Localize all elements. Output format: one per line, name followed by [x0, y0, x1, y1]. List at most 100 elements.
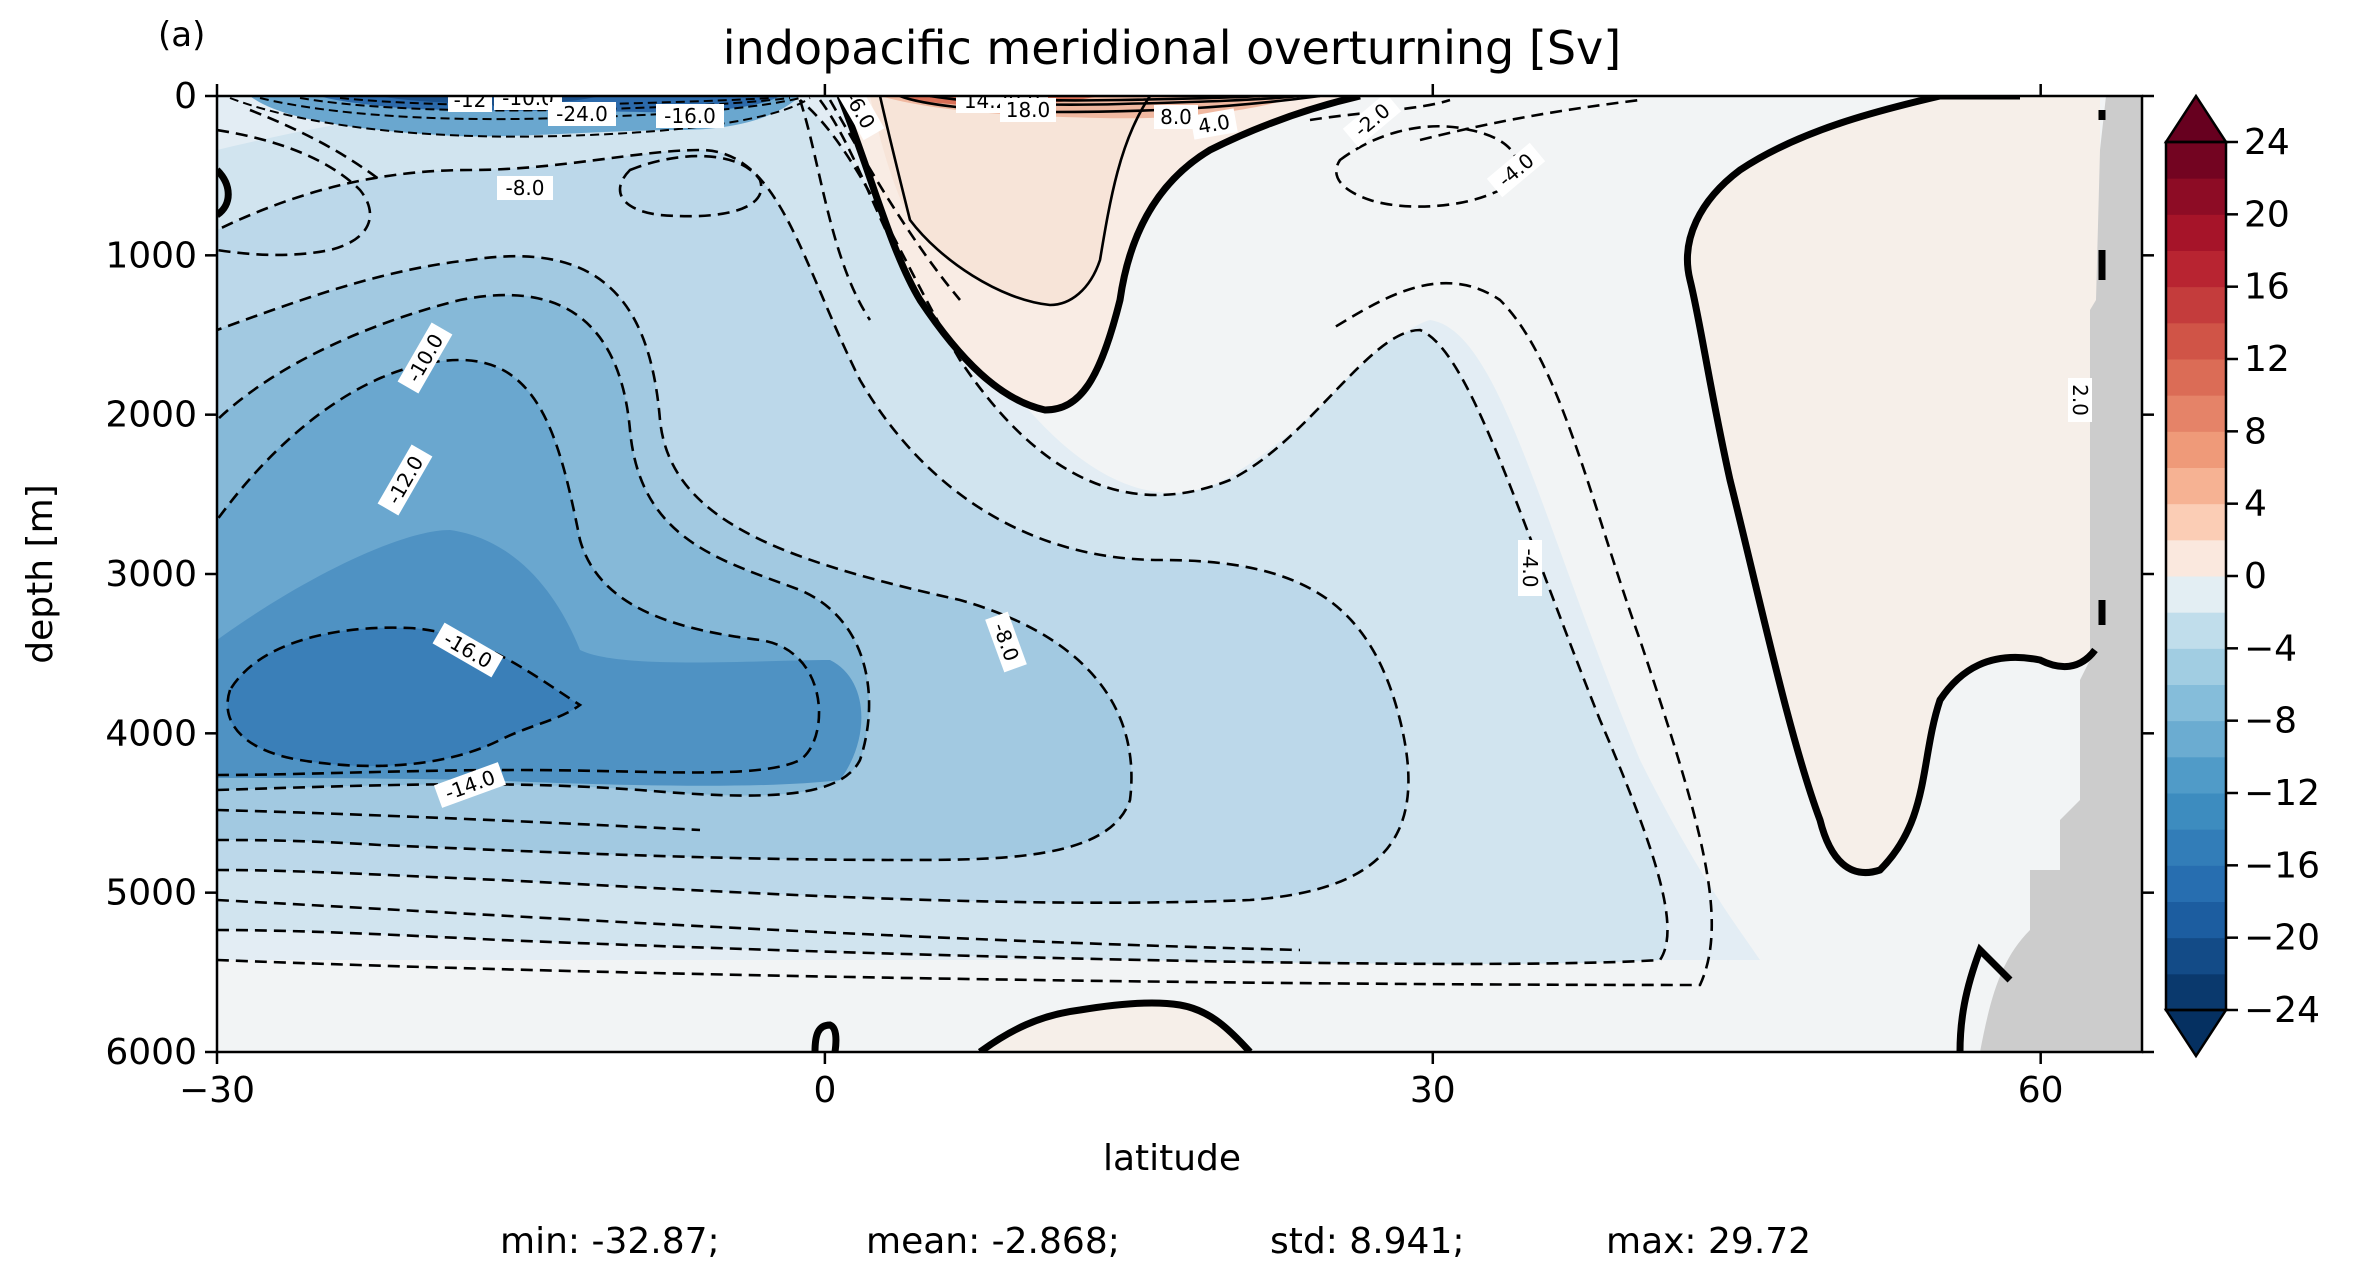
colorbar-band — [2166, 250, 2226, 288]
contour-label-text: 18.0 — [1006, 98, 1051, 122]
x-axis-label: latitude — [1103, 1138, 1241, 1179]
colorbar-tick-label: 8 — [2244, 411, 2267, 452]
colorbar-tick-label: −4 — [2244, 628, 2297, 669]
contour-label: -10.0 — [494, 86, 562, 110]
north-positive-region — [1687, 96, 2100, 873]
contour-label-bg — [433, 762, 507, 808]
colorbar-band — [2166, 395, 2226, 432]
y-tick-label: 2000 — [105, 395, 197, 436]
contour-label-text: -10.0 — [502, 86, 554, 110]
colorbar-tick-label: −12 — [2244, 773, 2320, 814]
contour-label-bg — [1342, 96, 1402, 148]
x-tick-label: −30 — [179, 1070, 255, 1111]
colorbar-band — [2166, 684, 2226, 722]
contour-label: -12 — [448, 88, 492, 112]
colorbar-tick-label: 16 — [2244, 267, 2290, 308]
land-mask — [1980, 96, 2142, 1052]
contour-label: 18.0 — [1000, 98, 1056, 122]
contour-label-bg — [494, 96, 562, 110]
contour-label: -8.0 — [497, 176, 553, 200]
panel-label: (a) — [158, 15, 205, 55]
bottom-positive-region — [980, 1002, 1250, 1052]
contour-label-text: -16.0 — [664, 104, 716, 128]
colorbar-tick-label: 12 — [2244, 339, 2290, 380]
contour-label-bg — [1518, 540, 1542, 596]
colorbar-band — [2166, 612, 2226, 649]
contour-label-text: -12 — [454, 88, 487, 112]
stat-min: min: -32.87; — [500, 1221, 720, 1262]
contour-label-text: -24.0 — [556, 102, 608, 126]
contour-label-bg — [1000, 98, 1056, 122]
contour-label: 4.0 — [1190, 108, 1238, 140]
contour-label-bg — [1486, 142, 1546, 198]
stat-std: std: 8.941; — [1270, 1221, 1464, 1262]
colorbar-extend-max — [2163, 93, 2229, 144]
y-tick-label: 6000 — [105, 1032, 197, 1073]
plot-area: -12-10.0-24.0-16.0-8.0-6.014.20.018.08.0… — [217, 86, 2142, 1052]
colorbar-band — [2166, 467, 2226, 505]
x-tick-label: 0 — [813, 1070, 836, 1111]
contour-label-bg — [2068, 378, 2092, 422]
colorbar-band — [2166, 829, 2226, 866]
stat-mean: mean: -2.868; — [866, 1221, 1120, 1262]
colorbar: 24 20 16 12 8 4 0 −4 −8 −12 −16 −20 −24 — [2163, 93, 2320, 1059]
contour-label-text: -8.0 — [505, 176, 544, 200]
colorbar-band — [2166, 359, 2226, 396]
colorbar-band — [2166, 214, 2226, 251]
chart-title: indopacific meridional overturning [Sv] — [723, 21, 1621, 75]
colorbar-band — [2166, 937, 2226, 975]
contour-label-bg — [377, 444, 433, 516]
negative-contours — [217, 98, 1714, 987]
stat-max: max: 29.72 — [1606, 1221, 1811, 1262]
contour-label-text: -4.0 — [1518, 548, 1542, 587]
contour-label-bg — [548, 102, 616, 126]
contour-label-bg — [397, 322, 453, 394]
colorbar-band — [2166, 431, 2226, 468]
colorbar-tick-label: 0 — [2244, 556, 2267, 597]
colorbar-band — [2166, 286, 2226, 324]
contour-label-bg — [985, 611, 1027, 673]
colorbar-tick-label: −24 — [2244, 990, 2320, 1031]
colorbar-band — [2166, 648, 2226, 685]
colorbar-band — [2166, 756, 2226, 794]
colorbar-band — [2166, 178, 2226, 215]
y-axis-label: depth [m] — [20, 484, 61, 663]
x-tick-label: 30 — [1410, 1070, 1456, 1111]
y-tick-label: 4000 — [105, 713, 197, 754]
colorbar-band — [2166, 901, 2226, 939]
contour-label: -16.0 — [656, 104, 724, 128]
zero-contours — [217, 96, 2106, 1052]
x-tick-label: 60 — [2018, 1070, 2064, 1111]
contour-label: -24.0 — [548, 102, 616, 126]
contour-label-bg — [656, 104, 724, 128]
colorbar-band — [2166, 322, 2226, 360]
y-axis: 0 1000 2000 3000 4000 5000 6000 — [105, 76, 2154, 1073]
colorbar-tick-label: 24 — [2244, 122, 2290, 163]
colorbar-band — [2166, 973, 2226, 1011]
colorbar-tick-label: −8 — [2244, 701, 2297, 742]
colorbar-band — [2166, 539, 2226, 577]
contour-label-bg — [432, 622, 504, 678]
contour-label-text: 2.0 — [2068, 384, 2092, 416]
contour-label: 2.0 — [2068, 378, 2092, 422]
y-tick-label: 5000 — [105, 873, 197, 914]
colorbar-tick-label: 20 — [2244, 194, 2290, 235]
contour-label: -4.0 — [1518, 540, 1542, 596]
y-tick-label: 0 — [174, 76, 197, 117]
contour-label-text: 8.0 — [1160, 105, 1192, 129]
contour-label-bg — [497, 176, 553, 200]
colorbar-band — [2166, 720, 2226, 758]
colorbar-extend-min — [2163, 1008, 2229, 1059]
x-axis: −30 0 30 60 — [179, 84, 2064, 1111]
colorbar-tick-label: −20 — [2244, 918, 2320, 959]
colorbar-band — [2166, 865, 2226, 902]
contour-label-bg — [1190, 108, 1238, 140]
colorbar-band — [2166, 793, 2226, 830]
colorbar-band — [2166, 503, 2226, 541]
stats-line: min: -32.87; mean: -2.868; std: 8.941; m… — [500, 1221, 1811, 1262]
contour-label-bg — [835, 96, 885, 141]
colorbar-band — [2166, 576, 2226, 613]
contour-label-bg — [448, 96, 492, 112]
colorbar-band — [2166, 142, 2226, 179]
